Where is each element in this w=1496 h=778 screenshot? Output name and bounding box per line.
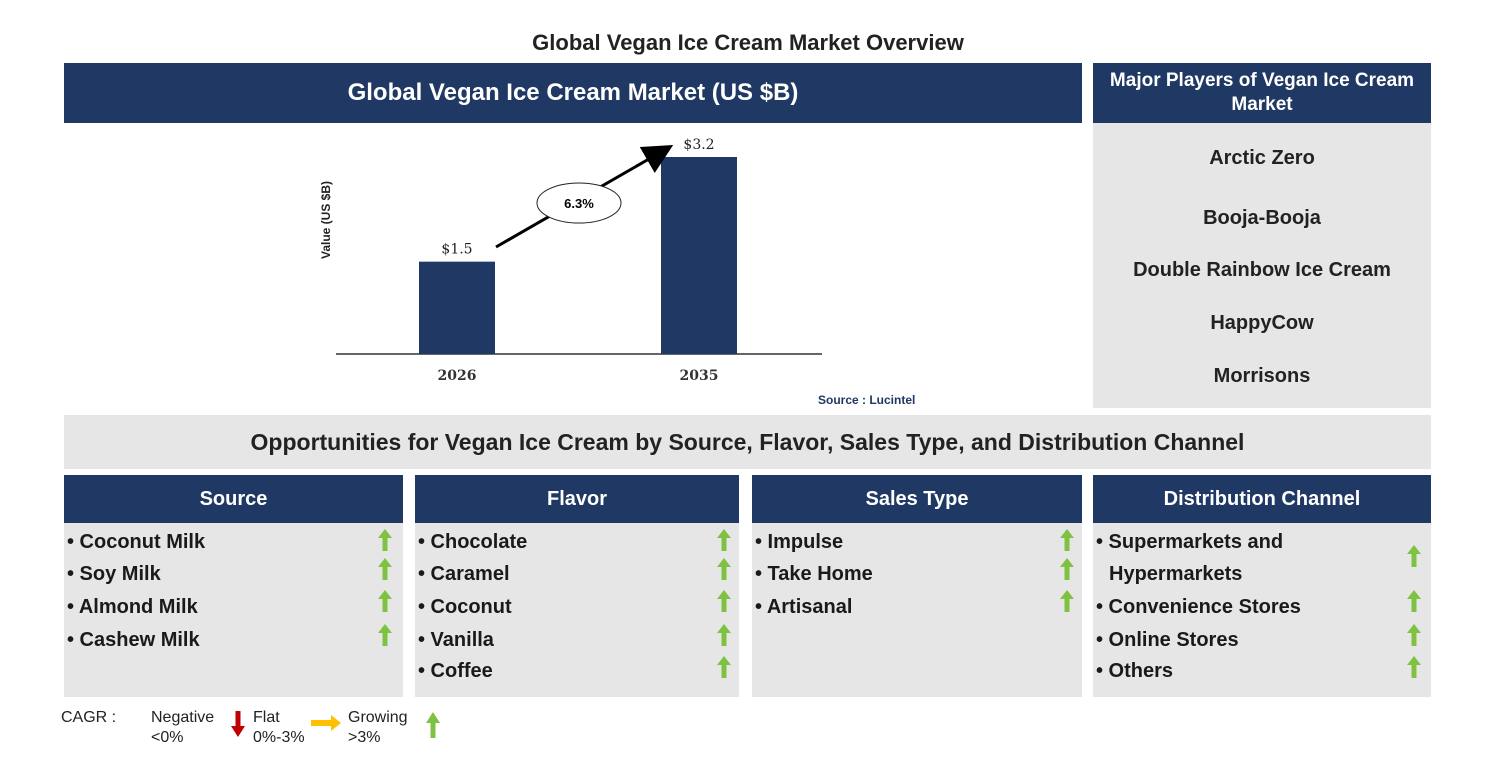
- segment-list-sales-type: • Impulse • Take Home • Artisanal: [752, 523, 1082, 697]
- flat-arrow-icon: [311, 715, 341, 731]
- legend-growing-range: >3%: [348, 729, 381, 746]
- legend-flat-range: 0%-3%: [253, 729, 305, 746]
- bar-2035: [661, 157, 737, 354]
- segment-item: • Vanilla: [418, 629, 494, 651]
- market-chart-header: Global Vegan Ice Cream Market (US $B): [64, 63, 1082, 123]
- legend-negative: Negative <0%: [151, 708, 214, 748]
- player-item: Booja-Booja: [1203, 207, 1321, 229]
- player-item: Double Rainbow Ice Cream: [1133, 259, 1391, 281]
- legend-label: CAGR :: [61, 709, 117, 726]
- segment-header-flavor: Flavor: [415, 475, 739, 523]
- legend-growing-title: Growing: [348, 709, 408, 726]
- page-title: Global Vegan Ice Cream Market Overview: [532, 30, 964, 55]
- x-tick-label: 2035: [680, 368, 719, 384]
- growth-up-arrow-icon: [1060, 558, 1074, 580]
- segment-item: • Coconut Milk: [67, 531, 206, 553]
- segment-item: • Online Stores: [1096, 629, 1239, 651]
- player-item: HappyCow: [1210, 312, 1314, 334]
- x-tick-label: 2026: [438, 368, 477, 384]
- bar-2026: [419, 261, 495, 354]
- up-arrow-icon: [426, 712, 440, 738]
- segment-item: • Take Home: [755, 563, 873, 585]
- segment-item: • Chocolate: [418, 531, 528, 553]
- growth-up-arrow-icon: [1407, 656, 1421, 678]
- segment-item: • Cashew Milk: [67, 629, 200, 651]
- down-arrow-icon: [231, 711, 245, 737]
- growth-up-arrow-icon: [378, 624, 392, 646]
- growth-up-arrow-icon: [378, 529, 392, 551]
- segment-item: • Artisanal: [755, 596, 853, 618]
- segment-item: • Coffee: [418, 660, 493, 682]
- growth-up-arrow-icon: [717, 558, 731, 580]
- player-item: Morrisons: [1213, 365, 1311, 387]
- segment-item: Hypermarkets: [1109, 563, 1243, 585]
- segment-item: • Supermarkets and: [1096, 531, 1284, 553]
- segment-item: • Soy Milk: [67, 563, 161, 585]
- source-note: Source : Lucintel: [818, 393, 916, 407]
- segment-item: • Others: [1096, 660, 1174, 682]
- growth-up-arrow-icon: [378, 558, 392, 580]
- segment-item: • Caramel: [418, 563, 510, 585]
- player-item: Arctic Zero: [1209, 147, 1315, 169]
- growth-up-arrow-icon: [1407, 545, 1421, 567]
- growth-up-arrow-icon: [717, 590, 731, 612]
- segment-header-distribution-channel: Distribution Channel: [1093, 475, 1431, 523]
- legend-negative-range: <0%: [151, 729, 184, 746]
- growth-up-arrow-icon: [1060, 529, 1074, 551]
- legend-negative-title: Negative: [151, 709, 215, 726]
- major-players-header: Major Players of Vegan Ice Cream Market: [1093, 63, 1431, 123]
- growth-up-arrow-icon: [1407, 624, 1421, 646]
- growth-up-arrow-icon: [717, 656, 731, 678]
- segment-list-distribution-channel: • Supermarkets and Hypermarkets • Conven…: [1093, 523, 1431, 697]
- segment-list-flavor: • Chocolate • Caramel • Coconut • Vanill…: [415, 523, 739, 697]
- bar-value-label: $1.5: [441, 242, 472, 258]
- legend-growing: Growing >3%: [348, 708, 408, 748]
- bar-value-label: $3.2: [683, 137, 714, 153]
- segment-item: • Convenience Stores: [1096, 596, 1301, 618]
- opportunities-banner: Opportunities for Vegan Ice Cream by Sou…: [64, 415, 1431, 469]
- segment-header-source: Source: [64, 475, 403, 523]
- segment-item: • Impulse: [755, 531, 844, 553]
- growth-up-arrow-icon: [717, 624, 731, 646]
- cagr-label: 6.3%: [564, 196, 594, 211]
- cagr-bubble: [536, 182, 622, 224]
- segment-header-sales-type: Sales Type: [752, 475, 1082, 523]
- growth-up-arrow-icon: [1060, 590, 1074, 612]
- y-axis-label: Value (US $B): [319, 181, 333, 259]
- growth-up-arrow-icon: [1407, 590, 1421, 612]
- legend-flat-title: Flat: [253, 709, 280, 726]
- segment-item: • Coconut: [418, 596, 512, 618]
- major-players-list: Arctic Zero Booja-Booja Double Rainbow I…: [1093, 123, 1431, 408]
- segment-item: • Almond Milk: [67, 596, 198, 618]
- market-bar-chart: Value (US $B) $1.5 2026 $3.2 2035 6.3%: [319, 137, 822, 384]
- segment-list-source: • Coconut Milk • Soy Milk • Almond Milk …: [64, 523, 403, 697]
- growth-up-arrow-icon: [717, 529, 731, 551]
- legend-flat: Flat 0%-3%: [253, 708, 305, 748]
- growth-up-arrow-icon: [378, 590, 392, 612]
